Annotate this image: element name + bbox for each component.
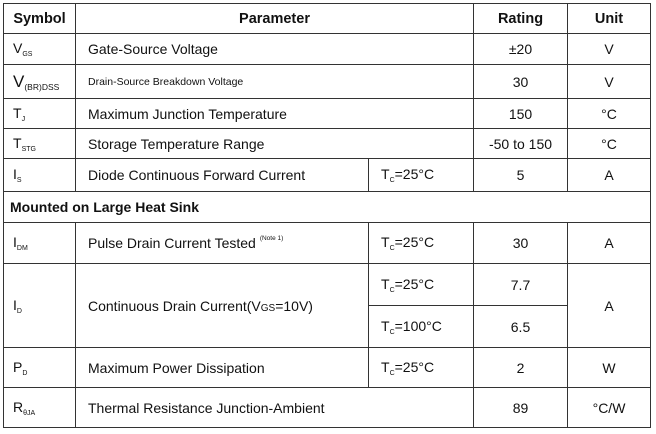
cond-symbol: T (381, 234, 390, 250)
rating-cell: 7.7 (473, 263, 568, 306)
table-row: TSTG Storage Temperature Range -50 to 15… (3, 128, 651, 159)
symbol-sub: (BR)DSS (24, 81, 60, 92)
table-row: IDM Pulse Drain Current Tested (Note 1) T… (3, 222, 651, 264)
header-row: Symbol Parameter Rating Unit (3, 3, 651, 34)
symbol: T (13, 134, 22, 151)
symbol: V (13, 71, 25, 91)
parameter-cell: Thermal Resistance Junction-Ambient (75, 387, 474, 428)
symbol-cell: TJ (3, 98, 76, 129)
rating-cell: 30 (473, 64, 568, 99)
cond-symbol: T (381, 358, 390, 375)
symbol: I (13, 234, 17, 250)
symbol-cell: IS (3, 158, 76, 192)
header-parameter: Parameter (75, 3, 474, 34)
rating-cell: ±20 (473, 33, 568, 65)
header-symbol: Symbol (3, 3, 76, 34)
symbol: T (13, 104, 22, 121)
table-row: PD Maximum Power Dissipation TC=25°C 2 W (3, 347, 651, 388)
symbol-cell: IDM (3, 222, 76, 264)
unit-cell: A (567, 222, 651, 264)
symbol: P (13, 358, 23, 375)
symbol-cell: ID (3, 263, 76, 348)
parameter-cell: Storage Temperature Range (75, 128, 474, 159)
symbol: R (13, 398, 24, 415)
table-row: RθJA Thermal Resistance Junction-Ambient… (3, 387, 651, 428)
header-rating: Rating (473, 3, 568, 34)
condition-cell: TC=25°C (368, 347, 474, 388)
cond-symbol: T (381, 275, 390, 292)
unit-cell: W (567, 347, 651, 388)
cond-symbol: T (381, 166, 390, 182)
rating-cell: 89 (473, 387, 568, 428)
cond-sub: C (389, 369, 395, 377)
unit-cell: °C (567, 98, 651, 129)
parameter-cell: Continuous Drain Current(VGS=10V) (75, 263, 369, 348)
unit-cell: V (567, 64, 651, 99)
table-row: TJ Maximum Junction Temperature 150 °C (3, 98, 651, 129)
symbol-sub: DM (16, 245, 28, 252)
symbol-sub: STG (21, 145, 36, 153)
symbol-cell: RθJA (3, 387, 76, 428)
rating-cell: 2 (473, 347, 568, 388)
parameter-cell: Drain-Source Breakdown Voltage (75, 64, 474, 99)
rating-cell: -50 to 150 (473, 128, 568, 159)
parameter-cell: Gate-Source Voltage (75, 33, 474, 65)
symbol-cell: VGS (3, 33, 76, 65)
cond-value: =25°C (394, 166, 435, 182)
table-row: IS Diode Continuous Forward Current TC=2… (3, 158, 651, 192)
parameter-cell: Diode Continuous Forward Current (75, 158, 369, 192)
cond-symbol: T (381, 317, 390, 334)
table-row: ID Continuous Drain Current(VGS=10V) TC=… (3, 263, 651, 348)
cond-value: =25°C (394, 275, 435, 292)
table-row: TC=100°C 6.5 (4, 305, 651, 348)
header-unit: Unit (567, 3, 651, 34)
unit-cell: °C/W (567, 387, 651, 428)
parameter-cell: Maximum Power Dissipation (75, 347, 369, 388)
table-row: VGS Gate-Source Voltage ±20 V (3, 33, 651, 65)
symbol-cell: TSTG (3, 128, 76, 159)
symbol-sub: D (22, 369, 28, 377)
unit-cell: A (567, 263, 651, 348)
unit-cell: A (567, 158, 651, 192)
symbol-sub: S (16, 177, 22, 184)
unit-cell: °C (567, 128, 651, 159)
rating-cell: 30 (473, 222, 568, 264)
cond-sub: C (389, 286, 395, 294)
parameter-cell: Maximum Junction Temperature (75, 98, 474, 129)
symbol-cell: PD (3, 347, 76, 388)
cond-value: =25°C (394, 234, 435, 250)
unit-cell: V (567, 33, 651, 65)
cond-sub: C (389, 245, 395, 252)
condition-cell: TC=25°C (368, 158, 474, 192)
symbol: V (13, 40, 23, 56)
cond-value: =25°C (394, 358, 435, 375)
parameter-cell: Pulse Drain Current Tested (Note 1) (75, 222, 369, 264)
symbol-cell: V(BR)DSS (3, 64, 76, 99)
symbol-sub: GS (22, 51, 33, 58)
parameter-text: Continuous Drain Current(V (88, 297, 261, 314)
section-row: Mounted on Large Heat Sink (3, 191, 651, 223)
rating-cell: 150 (473, 98, 568, 129)
table-row: V(BR)DSS Drain-Source Breakdown Voltage … (3, 64, 651, 99)
symbol-sub: J (21, 115, 26, 123)
cond-sub: C (389, 177, 395, 184)
parameter-end: =10V) (275, 297, 313, 314)
condition-cell: TC=25°C (368, 263, 474, 306)
symbol: I (13, 296, 17, 313)
parameter-text: Pulse Drain Current Tested (88, 235, 256, 251)
section-heading: Mounted on Large Heat Sink (3, 191, 651, 223)
symbol: I (13, 166, 17, 182)
rating-cell: 5 (473, 158, 568, 192)
condition-cell: TC=100°C (368, 305, 474, 348)
symbol-sub: θJA (23, 409, 36, 417)
symbol-sub: D (16, 307, 22, 315)
absolute-maximum-ratings-table: Symbol Parameter Rating Unit VGS Gate-So… (3, 3, 651, 428)
note-ref: (Note 1) (259, 235, 284, 242)
rating-cell: 6.5 (473, 305, 568, 348)
cond-value: =100°C (394, 317, 442, 334)
parameter-sub: GS (260, 302, 276, 314)
cond-sub: C (389, 328, 395, 336)
condition-cell: TC=25°C (368, 222, 474, 264)
